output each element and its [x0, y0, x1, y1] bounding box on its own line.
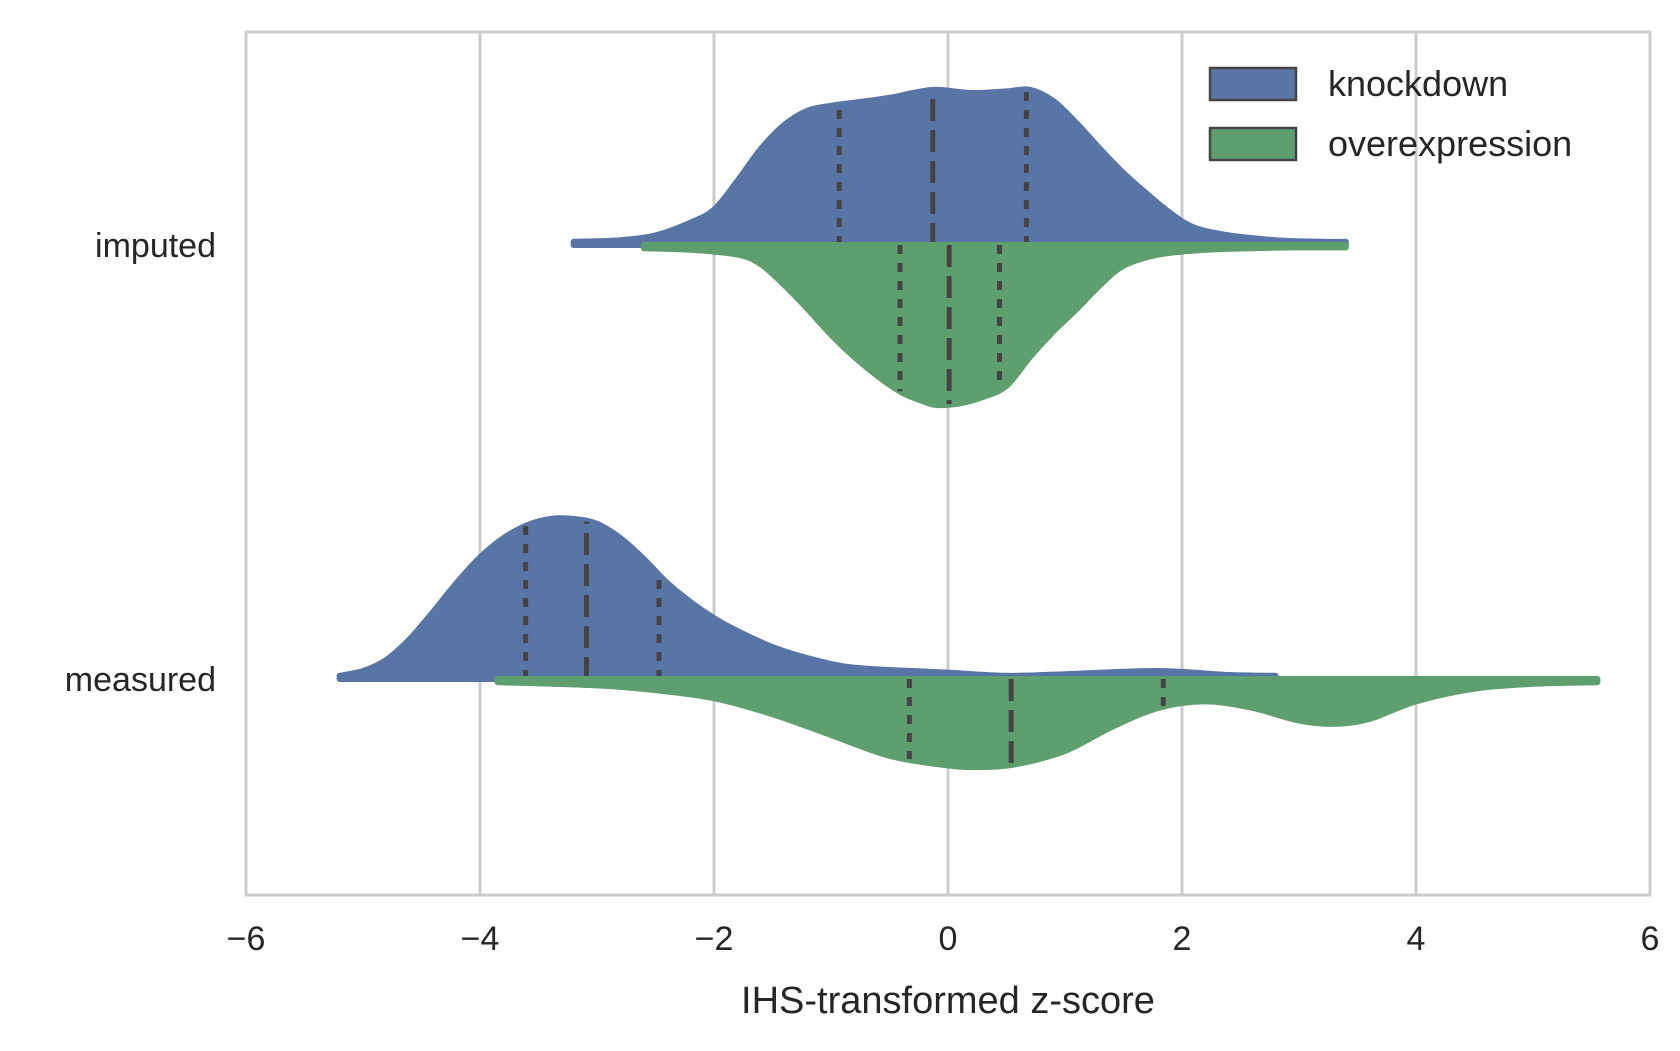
x-tick-label: 6 [1641, 920, 1660, 958]
y-tick-label: measured [65, 661, 216, 699]
violin-knockdown-measured [336, 515, 1279, 682]
violin-overexpression-imputed [640, 242, 1349, 409]
violin-knockdown-imputed [570, 86, 1349, 248]
tick-labels: −6 −4 −2 0 2 4 6 imputed measured [65, 227, 1660, 958]
legend-label-knockdown: knockdown [1328, 63, 1508, 104]
x-tick-label: 4 [1407, 920, 1426, 958]
legend-swatch-knockdown [1208, 66, 1298, 102]
violins [336, 86, 1601, 771]
x-tick-label: −2 [695, 920, 734, 958]
violin-overexpression-measured [494, 676, 1601, 771]
x-tick-label: 2 [1173, 920, 1192, 958]
x-tick-label: 0 [939, 920, 958, 958]
y-tick-label: imputed [95, 227, 216, 265]
legend-label-overexpression: overexpression [1328, 123, 1572, 164]
x-tick-label: −6 [227, 920, 266, 958]
x-axis-label: IHS-transformed z-score [741, 980, 1155, 1022]
plot-frame [244, 30, 1652, 897]
legend: knockdown overexpression [1208, 63, 1572, 164]
x-tick-label: −4 [461, 920, 500, 958]
legend-swatch-overexpression [1208, 126, 1298, 162]
